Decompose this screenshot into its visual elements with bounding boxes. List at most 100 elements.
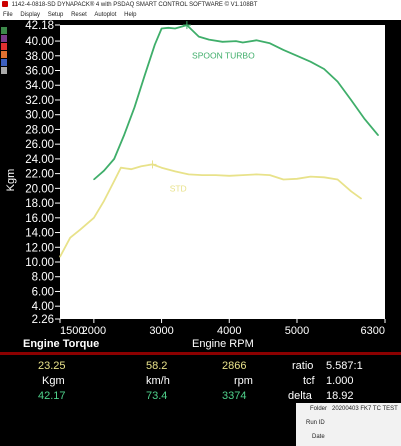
x-tick-label: 5000	[285, 325, 309, 337]
data-point	[323, 68, 325, 70]
y-tick-label: 30.00	[25, 110, 54, 122]
y-tick-label: 22.00	[25, 169, 54, 181]
data-point	[296, 55, 298, 57]
menu-display[interactable]: Display	[20, 12, 41, 18]
cursor-torque-turbo: 42.17	[38, 390, 66, 402]
y-tick-label: 42.18	[25, 20, 54, 32]
data-point	[174, 27, 176, 30]
menu-bar: File Display Setup Reset Autoplot Help	[0, 11, 401, 20]
data-point	[160, 27, 163, 30]
data-point	[323, 176, 325, 178]
window-title-bar: 1142-4-0818-SD DYNAPACK® 4 with PSDAQ SM…	[0, 0, 401, 11]
data-point	[309, 175, 312, 178]
run-swatch-2[interactable]	[1, 43, 7, 50]
run-swatch-0[interactable]	[1, 27, 7, 34]
y-tick-label: 28.00	[25, 124, 54, 136]
data-point	[79, 228, 81, 231]
data-point	[103, 170, 105, 172]
menu-autoplot[interactable]: Autoplot	[94, 12, 117, 18]
date-label: Date	[312, 434, 325, 440]
data-point	[269, 42, 271, 44]
data-point	[120, 167, 122, 169]
data-point	[337, 178, 339, 181]
tcf-value: 1.000	[326, 375, 354, 387]
y-tick-label: 6.00	[32, 286, 54, 298]
data-point	[255, 173, 257, 175]
data-point	[93, 178, 95, 181]
series-label: SPOON TURBO	[192, 51, 255, 61]
data-point	[221, 41, 224, 43]
y-tick-label: 20.00	[25, 183, 54, 195]
run-swatch-3[interactable]	[1, 51, 7, 58]
y-tick-label: 34.00	[25, 80, 54, 92]
cursor-torque-std: 23.25	[38, 360, 66, 372]
y-axis-label: Kgm	[5, 169, 17, 192]
data-point	[59, 256, 61, 258]
menu-file[interactable]: File	[3, 12, 13, 18]
delta-value: 18.92	[326, 390, 354, 402]
y-tick-label: 8.00	[32, 272, 54, 284]
folder-label: Folder	[310, 406, 328, 412]
folder-value: 20200403 FK7 TC TEST	[332, 406, 398, 412]
run-swatch-5[interactable]	[1, 67, 7, 74]
data-point	[208, 38, 210, 41]
menu-reset[interactable]: Reset	[71, 12, 87, 18]
chart-title: Engine Torque	[23, 338, 100, 350]
data-point	[113, 180, 115, 182]
x-tick-label: 2000	[82, 325, 106, 337]
data-point	[350, 190, 352, 192]
data-point	[130, 168, 132, 170]
data-point	[198, 36, 200, 38]
y-tick-label: 14.00	[25, 228, 54, 240]
data-point	[69, 237, 71, 239]
menu-setup[interactable]: Setup	[47, 12, 64, 18]
data-point	[188, 173, 190, 175]
cursor-speed-std: 58.2	[146, 360, 168, 372]
data-point	[160, 167, 163, 169]
y-tick-label: 40.00	[25, 36, 54, 48]
divider	[0, 352, 401, 355]
data-point	[337, 80, 339, 83]
series-label: STD	[170, 183, 187, 193]
x-tick-label: 4000	[217, 325, 241, 337]
run-id-label: Run ID	[306, 420, 325, 426]
cursor-speed-turbo: 73.4	[146, 390, 168, 402]
chart-label-bar: Engine Torque Engine RPM	[0, 338, 401, 352]
data-point	[93, 217, 95, 219]
app-icon	[2, 1, 8, 7]
run-color-swatches	[1, 27, 7, 75]
y-tick-label: 32.00	[25, 95, 54, 107]
data-point	[154, 44, 156, 46]
run-swatch-1[interactable]	[1, 35, 7, 42]
data-point	[215, 174, 217, 176]
y-tick-label: 18.00	[25, 198, 54, 210]
run-swatch-4[interactable]	[1, 59, 7, 66]
data-point	[228, 175, 230, 177]
data-point	[140, 165, 142, 167]
data-point	[360, 198, 362, 200]
data-point	[269, 174, 271, 176]
y-tick-label: 12.00	[25, 242, 54, 254]
delta-label: delta	[288, 390, 312, 402]
cursor-rpm-std: 2866	[222, 360, 247, 372]
data-point	[144, 75, 146, 77]
series-line-0	[93, 24, 379, 181]
plot-area	[60, 25, 385, 319]
ratio-value: 5.587:1	[326, 360, 363, 372]
data-point	[350, 99, 352, 101]
series-line-1	[59, 163, 362, 258]
x-axis-label: Engine RPM	[192, 338, 254, 350]
data-point	[364, 118, 366, 120]
menu-help[interactable]: Help	[124, 12, 137, 18]
data-point	[242, 174, 244, 176]
torque-chart: Kgm 2.264.00 6.00 8.00 10.00 12.00 14.00 16.00…	[5, 20, 386, 337]
run-info-panel: Folder 20200403 FK7 TC TEST Run ID Date	[296, 403, 401, 446]
data-point	[282, 49, 285, 51]
tcf-label: tcf	[303, 375, 315, 387]
data-point	[103, 200, 105, 202]
ratio-label: ratio	[292, 360, 314, 372]
x-tick-label: 3000	[149, 325, 173, 337]
data-point	[309, 61, 312, 63]
y-tick-label: 36.00	[25, 66, 54, 78]
data-point	[242, 41, 244, 44]
